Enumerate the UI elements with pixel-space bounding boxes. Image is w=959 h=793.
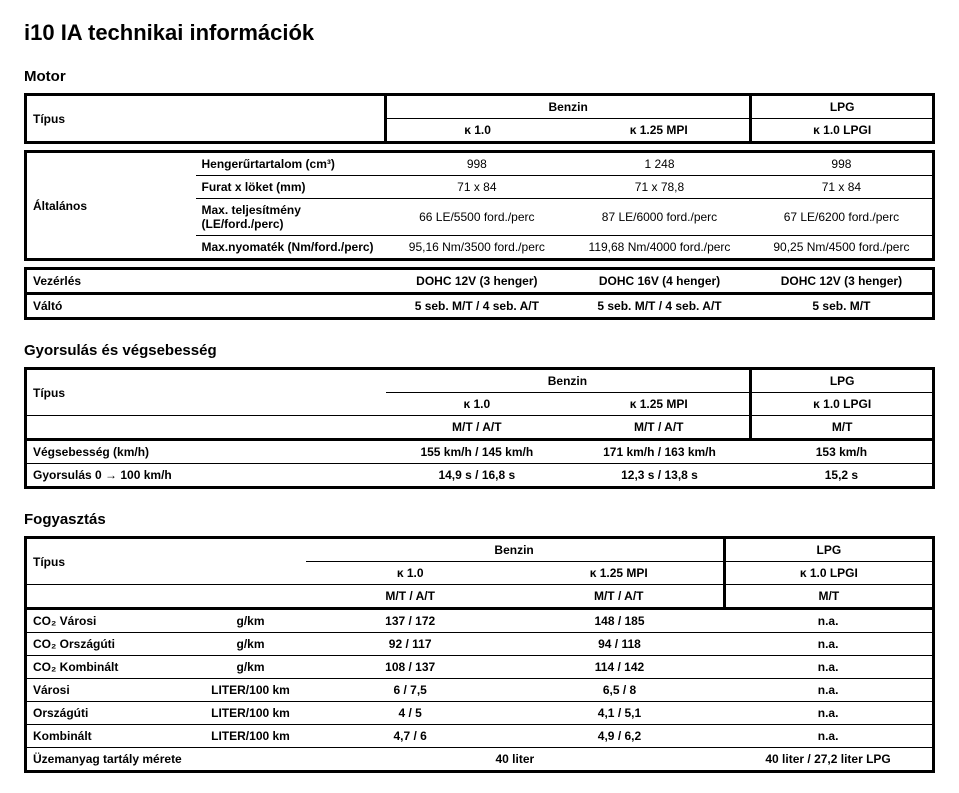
motor-col-benzin: Benzin [386,95,751,119]
motor-row-furat-c: 71 x 84 [751,176,934,199]
fog-r5-a: 4,7 / 6 [306,725,515,748]
fog-r5-unit: LITER/100 km [196,725,306,748]
fog-col-lpg: LPG [724,538,933,562]
gyors-mtat-a: M/T / A/T [386,416,569,440]
motor-type-label: Típus [26,95,196,143]
fog-table: Típus Benzin LPG ĸ 1.0 ĸ 1.25 MPI ĸ 1.0 … [24,536,935,773]
gyors-col-k125: ĸ 1.25 MPI [568,393,751,416]
fog-r1-b: 94 / 118 [515,633,724,656]
fog-r0-label: CO₂ Városi [26,609,196,633]
fog-r1-c: n.a. [724,633,933,656]
motor-col-lpgi: ĸ 1.0 LPGI [751,119,934,143]
fog-r3-a: 6 / 7,5 [306,679,515,702]
motor-row-telj-b: 87 LE/6000 ford./perc [568,199,751,236]
motor-general-label: Általános [26,152,196,260]
fog-r2-c: n.a. [724,656,933,679]
fog-r2-b: 114 / 142 [515,656,724,679]
fog-r4-unit: LITER/100 km [196,702,306,725]
motor-vezerles-c: DOHC 12V (3 henger) [751,269,934,294]
fog-r2-a: 108 / 137 [306,656,515,679]
motor-row-nyom-b: 119,68 Nm/4000 ford./perc [568,236,751,260]
gyors-vegs-label: Végsebesség (km/h) [26,440,386,464]
motor-valto-label: Váltó [26,294,386,319]
motor-row-telj-c: 67 LE/6200 ford./perc [751,199,934,236]
fog-col-k125: ĸ 1.25 MPI [515,562,724,585]
motor-vezerles-a: DOHC 12V (3 henger) [386,269,569,294]
fog-r0-c: n.a. [724,609,933,633]
gyors-col-lpg: LPG [751,369,934,393]
gyors-col-lpgi: ĸ 1.0 LPGI [751,393,934,416]
gyors-g100-c: 15,2 s [751,464,934,488]
gyors-table: Típus Benzin LPG ĸ 1.0 ĸ 1.25 MPI ĸ 1.0 … [24,367,935,489]
fog-r0-a: 137 / 172 [306,609,515,633]
motor-row-furat-a: 71 x 84 [386,176,569,199]
motor-col-k125: ĸ 1.25 MPI [568,119,751,143]
motor-row-heng-c: 998 [751,152,934,176]
fog-r2-label: CO₂ Kombinált [26,656,196,679]
fog-r4-label: Országúti [26,702,196,725]
fog-tank-a: 40 liter [306,748,725,772]
fog-mtat-b: M/T / A/T [515,585,724,609]
motor-heading: Motor [24,68,935,85]
gyors-heading: Gyorsulás és végsebesség [24,342,935,359]
gyors-col-k10: ĸ 1.0 [386,393,569,416]
motor-row-nyom-label: Max.nyomaték (Nm/ford./perc) [196,236,386,260]
gyors-g100-b: 12,3 s / 13,8 s [568,464,751,488]
fog-r4-b: 4,1 / 5,1 [515,702,724,725]
fog-mtat-a: M/T / A/T [306,585,515,609]
fog-mt-c: M/T [724,585,933,609]
fog-r5-label: Kombinált [26,725,196,748]
motor-table: Típus Benzin LPG ĸ 1.0 ĸ 1.25 MPI ĸ 1.0 … [24,93,935,144]
fog-col-k10: ĸ 1.0 [306,562,515,585]
motor-vezerles-label: Vezérlés [26,269,386,294]
motor-row-nyom-c: 90,25 Nm/4500 ford./perc [751,236,934,260]
motor-row-telj-a: 66 LE/5500 ford./perc [386,199,569,236]
fog-r1-a: 92 / 117 [306,633,515,656]
motor-general-table: Általános Hengerűrtartalom (cm³) 998 1 2… [24,150,935,261]
fog-heading: Fogyasztás [24,511,935,528]
gyors-col-benzin: Benzin [386,369,751,393]
gyors-type-label: Típus [26,369,386,416]
fog-r1-label: CO₂ Országúti [26,633,196,656]
motor-row-telj-label: Max. teljesítmény (LE/ford./perc) [196,199,386,236]
motor-row-furat-b: 71 x 78,8 [568,176,751,199]
motor-valto-a: 5 seb. M/T / 4 seb. A/T [386,294,569,319]
motor-extra-table: Vezérlés DOHC 12V (3 henger) DOHC 16V (4… [24,267,935,320]
fog-tank-label: Üzemanyag tartály mérete [26,748,306,772]
gyors-vegs-b: 171 km/h / 163 km/h [568,440,751,464]
motor-row-nyom-a: 95,16 Nm/3500 ford./perc [386,236,569,260]
page-title: i10 IA technikai információk [24,20,935,46]
fog-r0-unit: g/km [196,609,306,633]
motor-col-lpg: LPG [751,95,934,119]
fog-col-benzin: Benzin [306,538,725,562]
fog-col-lpgi: ĸ 1.0 LPGI [724,562,933,585]
fog-r2-unit: g/km [196,656,306,679]
motor-valto-c: 5 seb. M/T [751,294,934,319]
fog-r0-b: 148 / 185 [515,609,724,633]
gyors-g100-label: Gyorsulás 0 → 100 km/h [26,464,386,488]
gyors-g100-a: 14,9 s / 16,8 s [386,464,569,488]
gyors-vegs-c: 153 km/h [751,440,934,464]
fog-tank-c: 40 liter / 27,2 liter LPG [724,748,933,772]
fog-r1-unit: g/km [196,633,306,656]
motor-valto-b: 5 seb. M/T / 4 seb. A/T [568,294,751,319]
motor-row-heng-b: 1 248 [568,152,751,176]
gyors-mt-c: M/T [751,416,934,440]
motor-row-heng-a: 998 [386,152,569,176]
fog-r3-b: 6,5 / 8 [515,679,724,702]
motor-row-furat-label: Furat x löket (mm) [196,176,386,199]
fog-r5-b: 4,9 / 6,2 [515,725,724,748]
gyors-vegs-a: 155 km/h / 145 km/h [386,440,569,464]
fog-r4-a: 4 / 5 [306,702,515,725]
fog-r3-unit: LITER/100 km [196,679,306,702]
fog-type-label: Típus [26,538,306,585]
motor-vezerles-b: DOHC 16V (4 henger) [568,269,751,294]
motor-row-heng-label: Hengerűrtartalom (cm³) [196,152,386,176]
motor-col-k10: ĸ 1.0 [386,119,569,143]
fog-r5-c: n.a. [724,725,933,748]
gyors-mtat-b: M/T / A/T [568,416,751,440]
fog-r4-c: n.a. [724,702,933,725]
fog-r3-c: n.a. [724,679,933,702]
fog-r3-label: Városi [26,679,196,702]
